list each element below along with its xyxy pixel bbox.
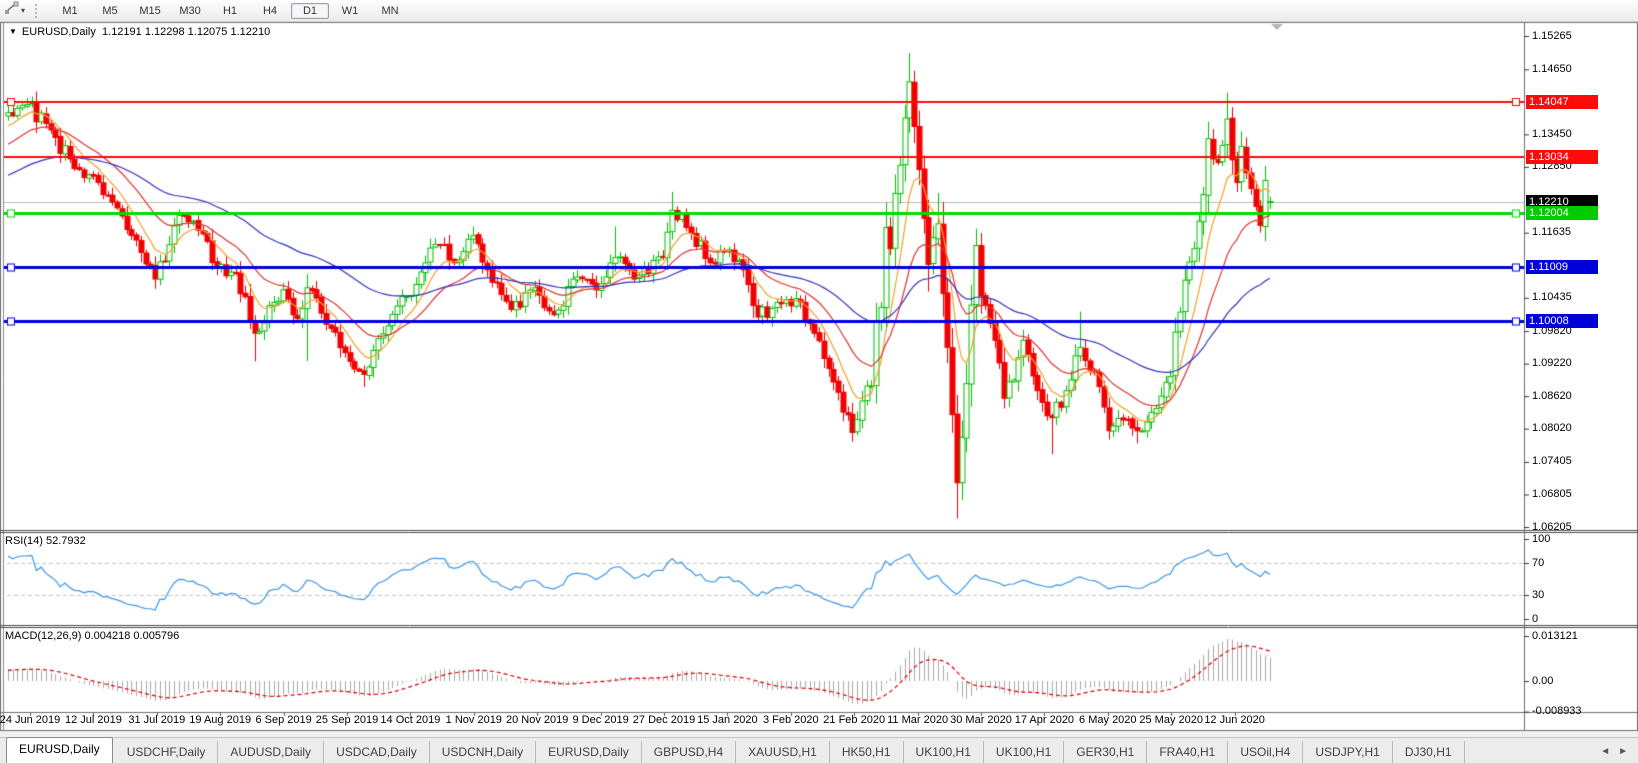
- macd-scale-tick: 0.013121: [1532, 629, 1578, 642]
- chart-tab-uk100-h1[interactable]: UK100,H1: [904, 741, 984, 763]
- date-axis-label[interactable]: 24 Jun 2019: [0, 714, 61, 726]
- current-price-line-badge[interactable]: 1.12210: [1526, 194, 1598, 209]
- rsi-scale-tick: 70: [1532, 556, 1545, 569]
- chart-tab-audusd-daily[interactable]: AUDUSD,Daily: [218, 741, 325, 763]
- timeframe-button-MN[interactable]: MN: [381, 4, 399, 17]
- rsi-scale-tick: 100: [1532, 532, 1551, 545]
- date-axis-label[interactable]: 6 Sep 2019: [255, 714, 312, 726]
- chart-ohlc-values: 1.12191 1.12298 1.12075 1.12210: [102, 26, 271, 38]
- date-axis-label[interactable]: 19 Aug 2019: [189, 714, 252, 726]
- line-studies-icon: [4, 1, 19, 20]
- chart-tab-usdchf-daily[interactable]: USDCHF,Daily: [115, 741, 219, 763]
- chart-tab-bar: EURUSD,Daily USDCHF,Daily AUDUSD,Daily USDC…: [0, 737, 1638, 763]
- chart-tab-gbpusd-h4[interactable]: GBPUSD,H4: [642, 741, 737, 763]
- date-axis-label[interactable]: 21 Feb 2020: [823, 714, 886, 726]
- timeframe-button-M1[interactable]: M1: [62, 4, 78, 17]
- chart-tab-usdcad-daily[interactable]: USDCAD,Daily: [324, 741, 430, 763]
- rsi-scale-tick: 30: [1532, 588, 1545, 601]
- price-scale-tick: 1.08620: [1532, 389, 1572, 402]
- timeframe-buttons: M1 M5 M15 M30 H1 H4 D1 W1 MN: [50, 2, 410, 19]
- chart-tab-eurusd-daily[interactable]: EURUSD,Daily: [536, 741, 642, 763]
- date-axis-label[interactable]: 15 Jan 2020: [697, 714, 758, 726]
- date-axis-label[interactable]: 27 Dec 2019: [632, 714, 696, 726]
- chart-tab-fra40-h1[interactable]: FRA40,H1: [1147, 741, 1229, 763]
- chevron-down-icon[interactable]: ▾: [21, 6, 26, 15]
- macd-scale-tick: -0.008933: [1532, 705, 1582, 718]
- chart-menu-icon[interactable]: ▼: [9, 27, 17, 36]
- rsi-scale-tick: 0: [1532, 612, 1539, 625]
- resistance-line-badge[interactable]: 1.13034: [1526, 149, 1598, 164]
- date-axis-label[interactable]: 6 May 2020: [1079, 714, 1137, 726]
- chart-tab-xauusd-h1[interactable]: XAUUSD,H1: [736, 741, 830, 763]
- price-scale-tick: 1.14650: [1532, 62, 1572, 75]
- chart-tab-dj30-h1[interactable]: DJ30,H1: [1393, 741, 1465, 763]
- rsi-indicator-label: RSI(14) 52.7932: [5, 535, 86, 547]
- date-axis-label[interactable]: 12 Jul 2019: [64, 714, 122, 726]
- date-axis-label[interactable]: 30 Mar 2020: [950, 714, 1012, 726]
- support-line-badge[interactable]: 1.10008: [1526, 313, 1598, 328]
- price-scale-tick: 1.06805: [1532, 487, 1572, 500]
- toolbar-grip[interactable]: [35, 3, 42, 18]
- date-axis-label[interactable]: 31 Jul 2019: [128, 714, 186, 726]
- date-axis-label[interactable]: 25 May 2020: [1139, 714, 1203, 726]
- chart-tabs: EURUSD,Daily USDCHF,Daily AUDUSD,Daily USDC…: [0, 737, 1465, 763]
- price-scale-tick: 1.11635: [1532, 226, 1571, 239]
- date-axis-label[interactable]: 12 Jun 2020: [1204, 714, 1265, 726]
- timeframe-button-H4[interactable]: H4: [262, 4, 278, 17]
- chart-tab-usdjpy-h1[interactable]: USDJPY,H1: [1303, 741, 1393, 763]
- timeframe-button-M30[interactable]: M30: [179, 4, 201, 17]
- line-studies-tool[interactable]: ▾: [0, 1, 29, 20]
- chart-symbol-period: EURUSD,Daily: [21, 26, 96, 38]
- chart-tab-uk100-h1[interactable]: UK100,H1: [984, 741, 1065, 763]
- price-scale-tick: 1.08020: [1532, 422, 1572, 435]
- chart-tab-usdcnh-daily[interactable]: USDCNH,Daily: [430, 741, 537, 763]
- date-axis-label[interactable]: 20 Nov 2019: [505, 714, 569, 726]
- date-axis-label[interactable]: 17 Apr 2020: [1014, 714, 1075, 726]
- timeframe-button-H1[interactable]: H1: [222, 4, 238, 17]
- macd-scale-tick: 0.00: [1532, 674, 1554, 687]
- timeframe-button-W1[interactable]: W1: [341, 4, 359, 17]
- timeframe-button-M15[interactable]: M15: [139, 4, 161, 17]
- chart-tab-hk50-h1[interactable]: HK50,H1: [830, 741, 904, 763]
- support-line-badge[interactable]: 1.12004: [1526, 205, 1598, 220]
- timeframe-button-M5[interactable]: M5: [102, 4, 118, 17]
- price-scale-tick: 1.06205: [1532, 520, 1572, 533]
- chart-title: ▼ EURUSD,Daily 1.12191 1.12298 1.12075 1.…: [9, 26, 270, 38]
- date-axis-label[interactable]: 14 Oct 2019: [380, 714, 441, 726]
- timeframe-button-D1[interactable]: D1: [291, 2, 330, 19]
- timeframe-toolbar: ▾ M1 M5 M15 M30 H1 H4 D1 W1 MN: [0, 0, 1638, 22]
- date-axis-label[interactable]: 25 Sep 2019: [315, 714, 379, 726]
- tabs-scroll-right-icon[interactable]: ►: [1618, 745, 1628, 757]
- date-axis-label[interactable]: 1 Nov 2019: [445, 714, 502, 726]
- date-axis-label[interactable]: 3 Feb 2020: [762, 714, 819, 726]
- chart-tab-eurusd-daily[interactable]: EURUSD,Daily: [6, 737, 113, 763]
- price-scale-tick: 1.07405: [1532, 455, 1572, 468]
- resistance-line-badge[interactable]: 1.14047: [1526, 95, 1598, 109]
- date-axis-label[interactable]: 9 Dec 2019: [572, 714, 629, 726]
- macd-indicator-label: MACD(12,26,9) 0.004218 0.005796: [5, 630, 180, 642]
- chart-tab-usoil-h4[interactable]: USOil,H4: [1228, 741, 1304, 763]
- support-line-badge[interactable]: 1.11009: [1526, 259, 1598, 274]
- tabs-scroll-left-icon[interactable]: ◄: [1600, 745, 1611, 757]
- chart-tab-ger30-h1[interactable]: GER30,H1: [1064, 741, 1148, 763]
- date-axis-label[interactable]: 11 Mar 2020: [887, 714, 949, 726]
- price-scale-tick: 1.13450: [1532, 127, 1572, 140]
- price-scale-tick: 1.15265: [1532, 29, 1572, 42]
- price-scale-tick: 1.09220: [1532, 357, 1572, 370]
- price-scale-tick: 1.10435: [1532, 291, 1572, 304]
